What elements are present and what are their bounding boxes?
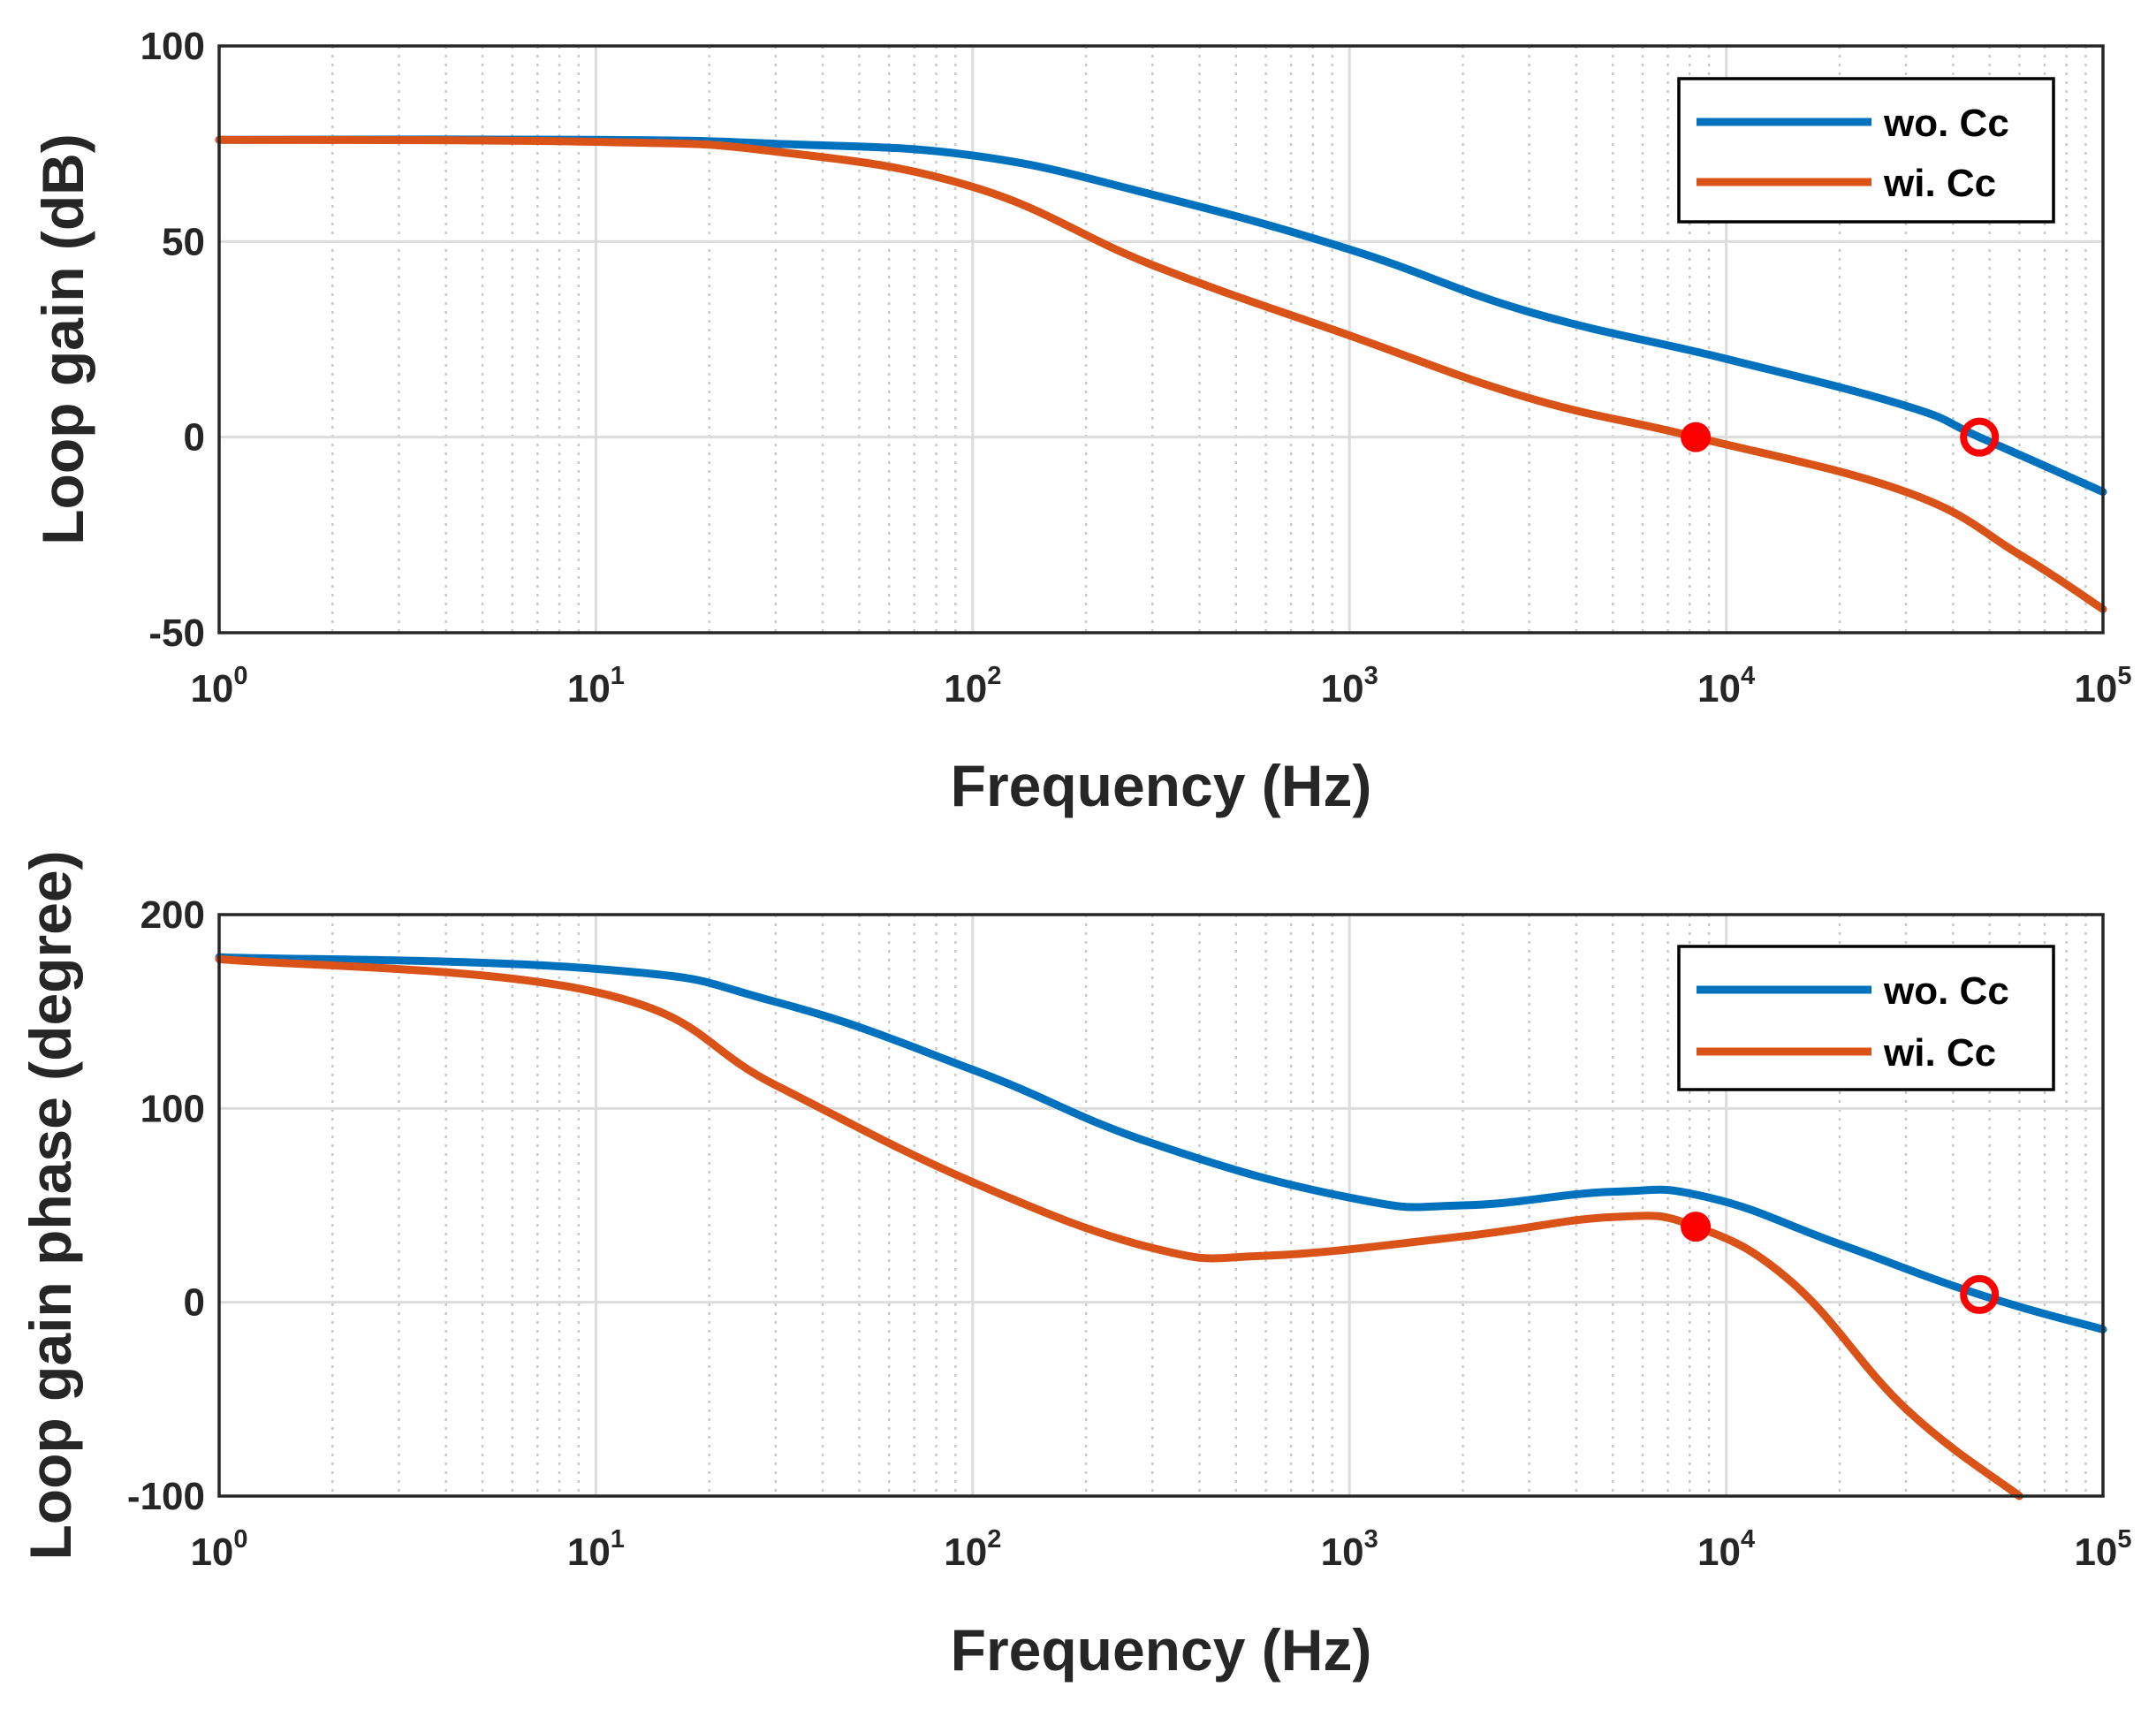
gain-y-axis-label: Loop gain (dB) <box>30 133 95 545</box>
x-tick-labels: 100 101 102 103 104 105 <box>190 662 2131 710</box>
phase-plot: -100 0 100 200 100 101 102 103 104 105 Frequency… <box>18 850 2132 1683</box>
x-tick-label: 102 <box>944 662 1001 710</box>
legend-label-wo-cc: wo. Cc <box>1883 969 2009 1013</box>
crossover-marker-open <box>1960 1274 2000 1314</box>
gain-axes-frame <box>217 44 2105 634</box>
y-tick-label: 200 <box>140 893 205 937</box>
crossover-markers <box>1681 417 2000 457</box>
y-tick-label: 50 <box>162 220 205 263</box>
x-tick-label: 101 <box>567 1525 625 1574</box>
legend-label-wo-cc: wo. Cc <box>1883 102 2009 145</box>
phase-y-axis-label: Loop gain phase (degree) <box>18 850 83 1560</box>
series-line-wi-cc <box>215 135 2107 613</box>
series-line-wo-cc <box>215 953 2107 1333</box>
y-tick-labels: -100 0 100 200 <box>127 893 205 1518</box>
gain-legend: wo. Cc wi. Cc <box>1677 77 2055 224</box>
x-tick-label: 103 <box>1321 662 1378 710</box>
y-tick-labels: -50 0 50 100 <box>140 25 205 655</box>
data-series <box>215 135 2107 613</box>
y-tick-label: 0 <box>184 1281 205 1325</box>
x-tick-label: 104 <box>1697 662 1755 710</box>
crossover-marker-filled <box>1681 422 1712 452</box>
x-tick-labels: 100 101 102 103 104 105 <box>190 1525 2131 1574</box>
gain-plot: -50 0 50 100 100 101 102 103 104 105 Frequency (… <box>30 25 2132 818</box>
x-tick-label: 100 <box>190 662 247 710</box>
y-tick-label: 100 <box>140 25 205 68</box>
y-tick-label: -100 <box>127 1475 205 1518</box>
y-tick-label: -50 <box>148 612 205 655</box>
x-tick-label: 101 <box>567 662 625 710</box>
phase-x-axis-label: Frequency (Hz) <box>951 1617 1372 1683</box>
series-line-wi-cc <box>215 954 2023 1500</box>
x-tick-label: 104 <box>1697 1525 1755 1574</box>
phase-axes-frame <box>217 913 2105 1498</box>
x-tick-label: 105 <box>2074 662 2131 710</box>
x-tick-label: 102 <box>944 1525 1001 1574</box>
phase-legend: wo. Cc wi. Cc <box>1677 945 2055 1091</box>
crossover-markers <box>1681 1212 2000 1314</box>
legend-label-wi-cc: wi. Cc <box>1883 1031 1996 1075</box>
crossover-marker-open <box>1960 417 2000 457</box>
y-tick-label: 0 <box>184 416 205 460</box>
legend-label-wi-cc: wi. Cc <box>1883 162 1996 205</box>
x-tick-label: 100 <box>190 1525 247 1574</box>
crossover-marker-filled <box>1681 1212 1712 1242</box>
legend-box <box>1677 945 2055 1091</box>
x-tick-label: 103 <box>1321 1525 1378 1574</box>
gain-x-axis-label: Frequency (Hz) <box>951 753 1372 818</box>
y-tick-label: 100 <box>140 1087 205 1130</box>
data-series <box>215 953 2107 1500</box>
x-tick-label: 105 <box>2074 1525 2131 1574</box>
legend-box <box>1677 77 2055 224</box>
